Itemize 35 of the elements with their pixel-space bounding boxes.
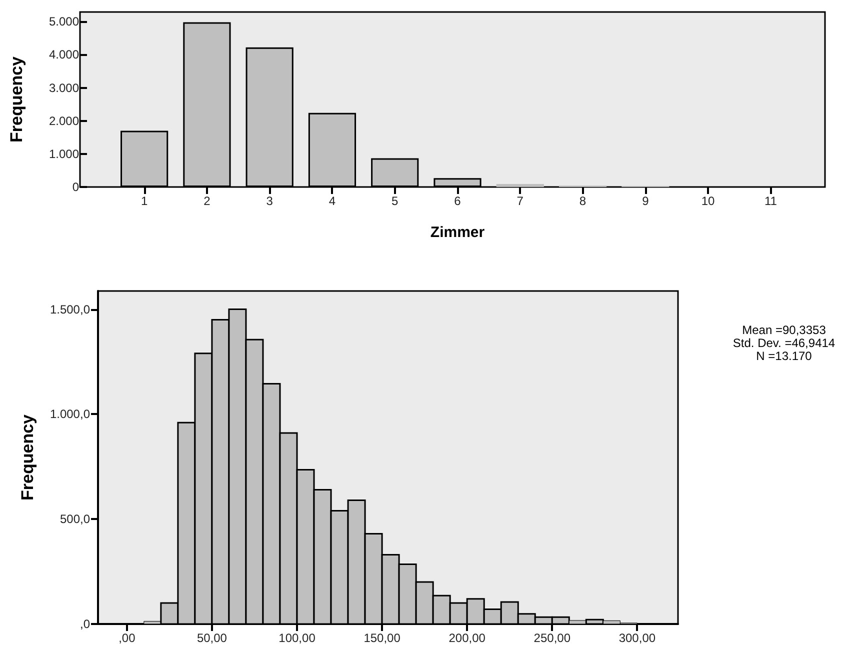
text: Std. Dev. =46,9414	[732, 336, 836, 350]
x-tick-label: 250,00	[534, 631, 571, 645]
x-tick-label: 11	[764, 194, 778, 208]
x-tick-label: 1	[140, 194, 148, 208]
x-axis-title: Zimmer	[430, 224, 485, 241]
x-tick-label: 100,00	[278, 631, 316, 645]
x-tick-label: 8	[579, 194, 586, 208]
x-tick-label: 10	[701, 194, 716, 208]
x-tick-label: 9	[642, 194, 650, 208]
y-tick-label: 500,0	[60, 512, 90, 526]
y-tick-label: 4.000	[48, 48, 80, 62]
x-tick-label: 300,00	[618, 631, 656, 645]
y-axis-title: Frequency	[7, 56, 26, 142]
x-tick-label: 5	[392, 194, 399, 208]
x-tick-label: 4	[328, 194, 336, 208]
y-tick-label: 2.000	[48, 114, 80, 128]
x-tick-label: 3	[266, 194, 274, 208]
x-tick-label: 6	[454, 194, 462, 208]
y-tick-label: 5.000	[48, 14, 80, 29]
y-tick-label: ,0	[80, 617, 90, 631]
text: N =13.170	[756, 349, 812, 363]
x-tick-label: ,00	[118, 631, 136, 645]
y-tick-label: 1.000	[48, 146, 80, 161]
x-tick-label: 2	[204, 194, 211, 208]
y-tick-label: 1.000,0	[50, 407, 90, 422]
x-tick-label: 150,00	[364, 631, 401, 645]
x-tick-label: 50,00	[196, 631, 228, 645]
text: Mean =90,3353	[742, 323, 826, 337]
x-tick-label: 7	[516, 194, 524, 208]
y-tick-label: 1.500,0	[50, 302, 90, 316]
x-tick-label: 200,00	[448, 631, 486, 645]
y-axis-title: Frequency	[18, 414, 37, 500]
y-tick-label: 0	[72, 180, 80, 194]
y-tick-label: 3.000	[48, 80, 80, 95]
bar	[496, 184, 544, 187]
